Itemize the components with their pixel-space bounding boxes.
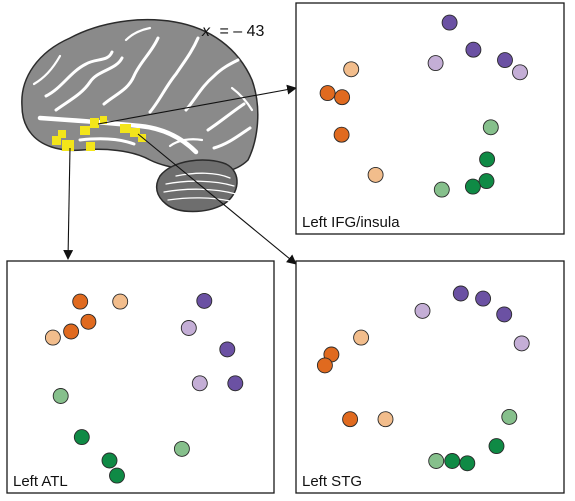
item-dot-dark-purple [497, 52, 513, 69]
item-dot-dark-orange [333, 126, 350, 143]
item-dot-light-purple [191, 375, 208, 392]
item-dot-light-green [52, 388, 69, 404]
arrow-to-atl [63, 147, 74, 260]
connector-arrows [63, 84, 297, 265]
item-dot-light-orange [343, 61, 360, 78]
item-dot-dark-orange [342, 411, 359, 428]
item-dot-dark-purple [227, 375, 244, 392]
arrow-to-ifg [97, 84, 297, 125]
panel-left-atl: Left ATL [6, 260, 275, 494]
item-dot-dark-green [444, 453, 461, 469]
panel-label: Left ATL [13, 473, 68, 490]
item-dot-light-orange [353, 329, 370, 346]
item-dot-dark-orange [316, 357, 333, 374]
item-dot-dark-purple [465, 41, 482, 58]
item-dot-dark-green [73, 429, 90, 446]
item-dot-light-orange [112, 293, 129, 310]
item-dot-light-green [501, 408, 518, 425]
item-dot-dark-orange [63, 323, 80, 340]
dot-group [319, 14, 528, 198]
slice-axis: x [201, 23, 211, 40]
item-dot-light-orange [377, 411, 394, 428]
cerebellum-folia [163, 172, 237, 202]
item-dot-light-green [428, 453, 445, 469]
panel-left-stg: Left STG [295, 260, 565, 494]
item-dot-light-purple [180, 320, 197, 336]
item-dot-dark-orange [334, 89, 351, 106]
cortical-sulci [32, 26, 254, 155]
item-dot-dark-purple [475, 290, 492, 307]
item-dot-dark-green [488, 438, 505, 455]
item-dot-light-green [482, 119, 499, 136]
arrow-to-stg [137, 133, 297, 265]
item-dot-light-orange [44, 329, 61, 346]
item-dot-dark-green [459, 455, 476, 472]
panel-label: Left IFG/insula [302, 214, 400, 231]
item-dot-dark-purple [496, 306, 513, 323]
item-dot-light-purple [414, 302, 431, 319]
dot-group [44, 292, 244, 484]
panel-frame [6, 260, 275, 494]
slice-coordinate-label: x = – 43 [201, 23, 264, 40]
item-dot-dark-purple [196, 292, 213, 309]
item-dot-dark-orange [319, 85, 336, 102]
item-dot-light-purple [513, 335, 530, 352]
item-dot-dark-purple [452, 285, 469, 302]
panel-label: Left STG [302, 473, 362, 490]
item-dot-dark-green [101, 452, 118, 469]
item-dot-light-purple [512, 64, 528, 81]
item-dot-light-green [173, 440, 190, 457]
item-dot-dark-green [464, 178, 481, 195]
item-dot-dark-orange [80, 313, 97, 330]
item-dot-dark-purple [441, 14, 458, 31]
item-dot-dark-purple [219, 341, 236, 358]
item-dot-dark-green [479, 151, 496, 168]
dot-group [316, 285, 530, 472]
brain-slice [21, 18, 259, 213]
panel-frame [295, 260, 565, 494]
item-dot-dark-green [109, 467, 125, 484]
panel-left-ifg-insula: Left IFG/insula [295, 2, 565, 235]
item-dot-light-purple [427, 55, 444, 72]
item-dot-light-green [433, 181, 450, 198]
slice-value: = – 43 [219, 23, 264, 40]
item-dot-light-orange [367, 166, 384, 183]
brain-cortex [21, 18, 259, 175]
item-dot-dark-green [478, 173, 495, 190]
panel-frame [295, 2, 565, 235]
cerebellum [155, 159, 238, 213]
item-dot-dark-orange [72, 293, 89, 310]
